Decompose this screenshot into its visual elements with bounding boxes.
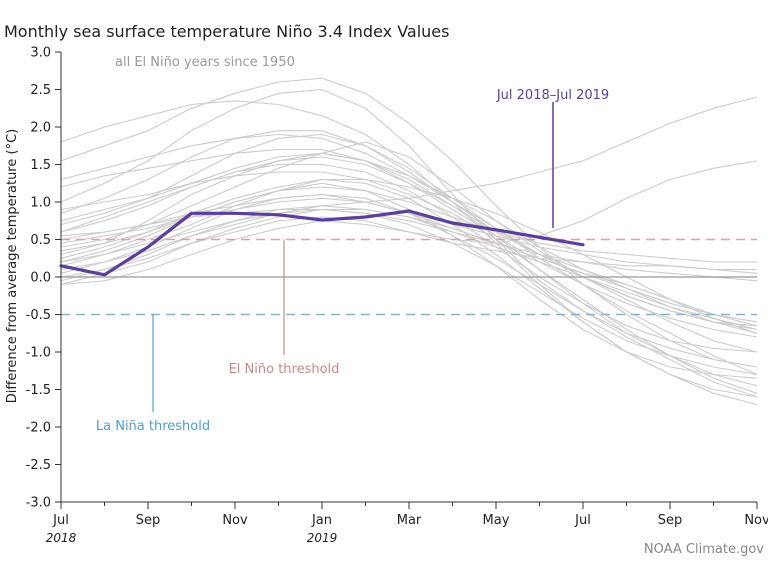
highlight-series-line <box>59 209 585 277</box>
y-tick-label: 1.5 <box>30 158 51 173</box>
x-tick-label: Mar <box>397 513 422 528</box>
background-series-line <box>60 133 758 331</box>
background-series-line <box>60 208 758 282</box>
background-series-line <box>60 156 758 353</box>
highlight-series-group <box>59 209 585 277</box>
reference-lines-group <box>61 238 757 316</box>
x-tick-label: May <box>483 513 510 528</box>
background-series-group <box>60 77 758 406</box>
y-axis-title: Difference from average temperature (°C) <box>5 129 20 403</box>
background-series-line <box>60 178 758 406</box>
x-tick-label: Jan <box>311 513 332 528</box>
x-tick-label: Jul <box>52 513 69 528</box>
y-tick-label: 2.5 <box>30 83 51 98</box>
credit-text: NOAA Climate.gov <box>644 542 764 557</box>
background-series-line <box>60 208 758 323</box>
y-tick-label: -0.5 <box>26 308 51 323</box>
y-axis-title-group: Difference from average temperature (°C) <box>5 129 20 403</box>
x-tick-label: Nov <box>744 513 768 528</box>
y-tick-label: 3.0 <box>30 46 51 61</box>
background-series-line <box>60 133 758 376</box>
y-tick-label: -2.0 <box>26 421 51 436</box>
y-tick-label: 0.5 <box>30 233 51 248</box>
background-series-line <box>60 197 758 274</box>
x-tick-label: Jul <box>574 513 591 528</box>
axes-group: 3.0 2.5 2.0 1.5 1.0 0.5 0.0 -0.5 -1.0 -1.5 -2.0 -2.… <box>26 46 768 546</box>
y-tick-label: 1.0 <box>30 196 51 211</box>
y-tick-label: 0.0 <box>30 271 51 286</box>
subtitle-annotation: all El Niño years since 1950 <box>115 55 295 70</box>
annotations-group: all El Niño years since 1950 Jul 2018–Jul… <box>96 55 609 434</box>
year-label: 2018 <box>46 531 77 545</box>
y-tick-label: -1.5 <box>26 383 51 398</box>
year-label: 2019 <box>307 531 338 545</box>
y-tick-label: 2.0 <box>30 121 51 136</box>
y-tick-label: -1.0 <box>26 346 51 361</box>
highlight-label: Jul 2018–Jul 2019 <box>496 88 609 103</box>
x-tick-label: Nov <box>222 513 248 528</box>
x-tick-label: Sep <box>658 513 683 528</box>
background-series-line <box>60 77 758 368</box>
y-tick-label: -3.0 <box>26 496 51 511</box>
background-series-line <box>60 160 758 286</box>
el-nino-label: El Niño threshold <box>229 362 340 377</box>
background-series-line <box>60 208 758 376</box>
background-series-line <box>60 186 757 263</box>
background-series-line <box>60 152 758 387</box>
background-series-line <box>60 171 758 394</box>
background-series-line <box>60 193 758 327</box>
chart-title: Monthly sea surface temperature Niño 3.4… <box>4 22 449 41</box>
background-series-line <box>60 163 758 353</box>
background-series-line <box>60 148 758 338</box>
y-tick-label: -2.5 <box>26 458 51 473</box>
background-series-line <box>60 88 758 398</box>
la-nina-label: La Niña threshold <box>96 419 210 434</box>
x-tick-label: Sep <box>136 513 161 528</box>
background-series-line <box>60 216 757 286</box>
